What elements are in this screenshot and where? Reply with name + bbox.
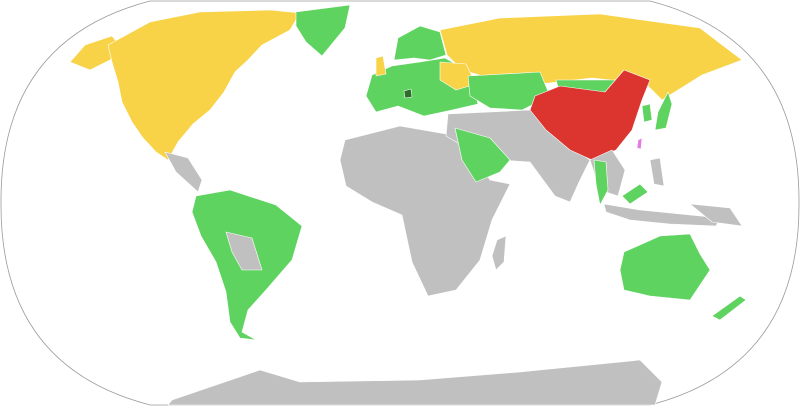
region-japan[interactable] <box>654 91 673 131</box>
region-new-guinea[interactable] <box>689 203 743 227</box>
region-central-asia[interactable] <box>467 71 551 111</box>
region-scandinavia[interactable] <box>393 25 447 61</box>
region-balkans-spot[interactable] <box>403 88 413 99</box>
region-ukraine-belarus[interactable] <box>439 61 477 91</box>
region-saudi-arabia[interactable] <box>454 127 511 183</box>
region-new-zealand[interactable] <box>711 295 747 321</box>
region-malaysia[interactable] <box>621 183 649 205</box>
region-australia[interactable] <box>619 233 711 301</box>
region-thailand[interactable] <box>593 159 609 206</box>
region-taiwan[interactable] <box>636 137 643 150</box>
region-china[interactable] <box>529 69 651 161</box>
region-antarctica[interactable] <box>167 359 663 406</box>
region-korea[interactable] <box>641 103 653 123</box>
region-indonesia[interactable] <box>603 203 721 227</box>
region-central-america[interactable] <box>164 151 203 193</box>
region-greenland[interactable] <box>295 4 351 57</box>
region-philippines[interactable] <box>649 157 665 187</box>
region-bolivia-paraguay[interactable] <box>225 231 263 271</box>
region-north-america[interactable] <box>107 9 301 161</box>
region-united-kingdom[interactable] <box>375 55 387 77</box>
region-madagascar[interactable] <box>491 235 507 271</box>
